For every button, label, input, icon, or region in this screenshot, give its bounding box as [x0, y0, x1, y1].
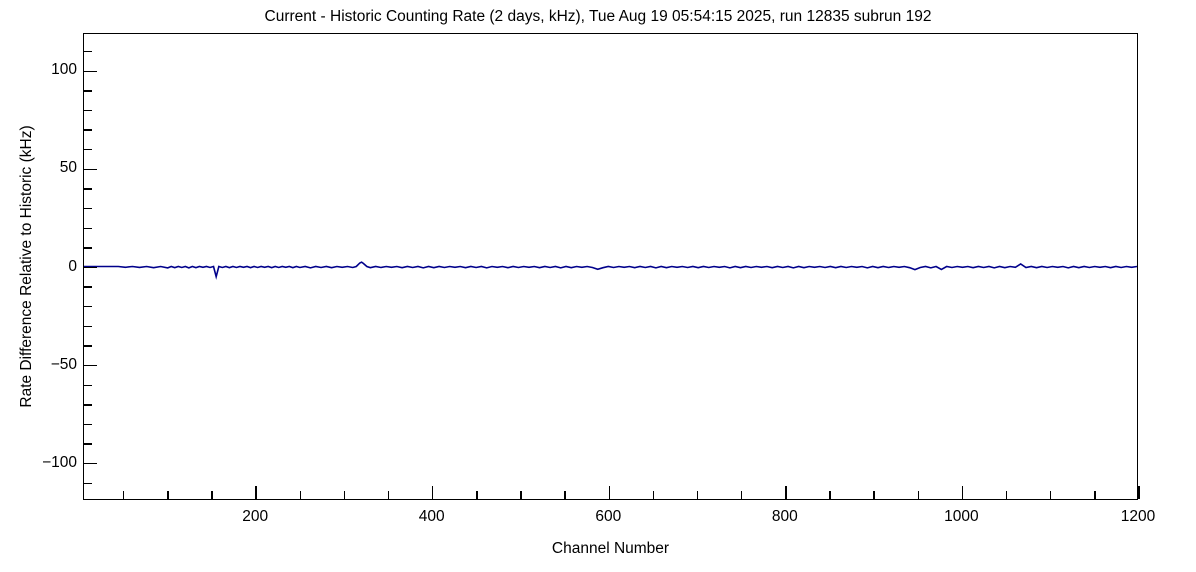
x-axis-major-tick [432, 486, 434, 499]
x-axis-tick-label: 600 [595, 508, 622, 525]
y-axis-major-tick [84, 463, 97, 465]
y-axis-tick-label: −100 [42, 453, 77, 471]
y-axis-minor-tick [84, 149, 92, 151]
page-title: Current - Historic Counting Rate (2 days… [264, 8, 932, 25]
y-axis-title: Rate Difference Relative to Historic (kH… [18, 125, 35, 408]
x-axis-minor-tick [696, 491, 699, 499]
x-axis-minor-tick [829, 491, 831, 499]
y-axis-minor-tick [84, 188, 92, 190]
x-axis-minor-tick [1094, 491, 1096, 499]
x-axis-minor-tick [917, 491, 919, 499]
data-series-svg [84, 261, 1137, 280]
y-axis-minor-tick [84, 345, 92, 347]
x-axis-minor-tick [123, 491, 125, 499]
y-axis-tick-label: −50 [50, 355, 77, 373]
x-axis-minor-tick [1050, 491, 1052, 499]
plot-frame [83, 33, 1140, 500]
y-axis-major-tick [84, 364, 97, 367]
plot-area [84, 34, 1137, 499]
y-axis-minor-tick [84, 207, 92, 210]
y-axis-minor-tick [84, 482, 92, 485]
x-axis-tick-label: 400 [418, 508, 445, 525]
x-axis-minor-tick [299, 491, 301, 499]
y-axis-tick-label: 0 [68, 257, 77, 275]
x-axis-title: Channel Number [551, 540, 670, 557]
x-axis-minor-tick [741, 491, 743, 499]
y-axis-minor-tick [84, 129, 92, 131]
x-axis-minor-tick [343, 491, 346, 499]
x-axis-major-tick [1138, 486, 1140, 499]
y-axis-minor-tick [84, 247, 92, 249]
x-axis-minor-tick [652, 491, 655, 499]
x-axis-major-tick [255, 486, 257, 499]
x-axis-tick-label: 1200 [1120, 508, 1156, 525]
x-axis-tick-label: 800 [771, 508, 798, 525]
y-axis-major-tick [84, 70, 97, 72]
x-axis-minor-tick [387, 491, 390, 499]
y-axis-minor-tick [84, 306, 92, 308]
x-axis-minor-tick [211, 491, 213, 499]
y-axis-minor-tick [84, 325, 92, 328]
y-axis-tick-label: 100 [51, 61, 77, 79]
x-axis-major-tick [961, 486, 964, 499]
y-axis-minor-tick [84, 404, 92, 406]
y-axis-major-tick [84, 168, 97, 171]
y-axis-minor-tick [84, 109, 92, 112]
y-axis-minor-tick [84, 90, 92, 92]
x-axis-minor-tick [873, 491, 875, 499]
y-axis-tick-label: 50 [59, 159, 77, 177]
x-axis-minor-tick [520, 491, 522, 499]
y-axis-minor-tick [84, 50, 92, 53]
y-axis-minor-tick [84, 227, 92, 229]
x-axis-minor-tick [476, 491, 478, 499]
x-axis-major-tick [785, 486, 787, 499]
x-axis-minor-tick [564, 491, 566, 499]
y-axis-minor-tick [84, 423, 92, 426]
x-axis-major-tick [608, 486, 610, 499]
x-axis-minor-tick [167, 491, 169, 499]
y-axis-major-tick [84, 266, 97, 269]
x-axis-minor-tick [1005, 491, 1008, 499]
y-axis-minor-tick [84, 443, 92, 445]
data-series-line [84, 261, 1137, 280]
y-axis-minor-tick [84, 384, 92, 386]
x-axis-tick-label: 1000 [944, 508, 979, 525]
y-axis-minor-tick [84, 286, 92, 288]
x-axis-tick-label: 200 [242, 508, 269, 525]
